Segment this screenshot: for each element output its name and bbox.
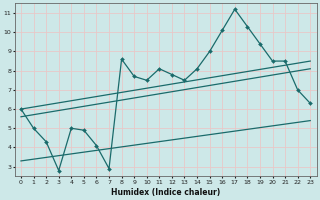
X-axis label: Humidex (Indice chaleur): Humidex (Indice chaleur) [111,188,220,197]
